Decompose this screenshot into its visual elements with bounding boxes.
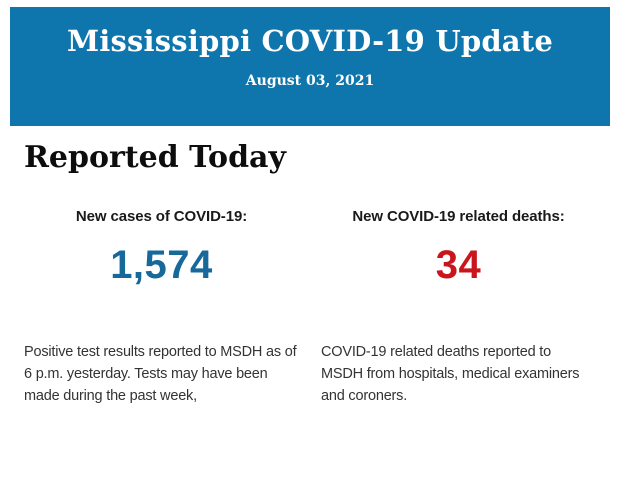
stats-grid: New cases of COVID-19: 1,574 Positive te… bbox=[24, 208, 596, 407]
report-content: Reported Today New cases of COVID-19: 1,… bbox=[0, 140, 620, 407]
report-date: August 03, 2021 bbox=[245, 73, 375, 89]
new-deaths-label: New COVID-19 related deaths: bbox=[352, 208, 565, 225]
new-cases-label: New cases of COVID-19: bbox=[75, 208, 248, 225]
stat-card-new-deaths: New COVID-19 related deaths: 34 COVID-19… bbox=[321, 208, 596, 407]
section-heading: Reported Today bbox=[24, 140, 286, 175]
page-title: Mississippi COVID-19 Update bbox=[66, 24, 554, 58]
new-deaths-value: 34 bbox=[435, 243, 482, 287]
header-banner: Mississippi COVID-19 Update August 03, 2… bbox=[10, 7, 610, 126]
new-cases-value: 1,574 bbox=[110, 243, 213, 287]
new-cases-description: Positive test results reported to MSDH a… bbox=[24, 344, 297, 404]
stat-card-new-cases: New cases of COVID-19: 1,574 Positive te… bbox=[24, 208, 299, 407]
new-deaths-description: COVID-19 related deaths reported to MSDH… bbox=[321, 344, 580, 404]
